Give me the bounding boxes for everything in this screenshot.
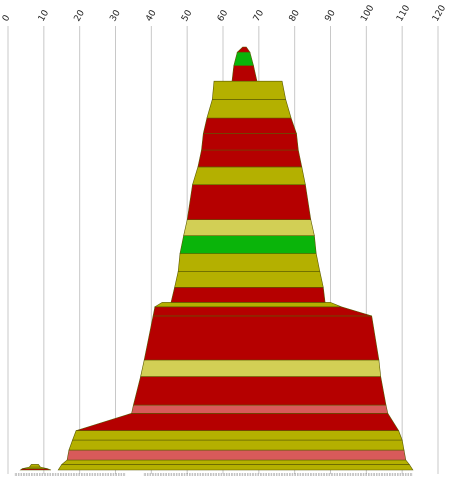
upper-tower-band [197,149,303,168]
upper-tower-band [206,99,292,119]
x-tick-label: 120 [431,3,448,23]
x-tick-label: 80 [288,8,303,23]
lower-trapezoid-band [72,430,403,441]
lower-trapezoid-band [133,376,387,406]
spire-band [236,46,251,53]
upper-tower-band [211,80,287,100]
lower-trapezoid-band [131,404,389,414]
lower-trapezoid-band [60,459,410,465]
x-tick-label: 90 [323,8,338,23]
x-tick-label: 50 [180,8,195,23]
lower-trapezoid-band [76,412,400,431]
upper-tower-band [179,235,317,254]
x-tick-label: 110 [395,3,412,23]
x-tick-label: 10 [37,8,52,23]
lower-trapezoid-band [66,449,407,461]
x-tick-label: 100 [359,3,376,23]
x-tick-label: 20 [73,8,88,23]
lower-trapezoid-band [68,439,405,451]
lower-trapezoid-band [143,315,380,361]
data-bands [19,46,414,471]
small-left-mound-band [28,464,41,468]
x-tick-label: 40 [144,8,159,23]
x-tick-label: 30 [108,8,123,23]
upper-tower-band [186,184,312,220]
upper-tower-band [183,219,315,236]
upper-tower-band [174,270,324,288]
upper-tower-band [170,286,326,303]
x-tick-label: 60 [216,8,231,23]
lower-trapezoid-band [140,359,382,377]
upper-tower-band [201,133,299,151]
upper-tower-band [192,166,306,185]
x-tick-label: 0 [1,13,13,23]
spire-band [231,65,258,82]
upper-tower-band [177,253,321,272]
bottom-strips [14,473,413,476]
lower-trapezoid-band [57,464,414,471]
x-tick-label: 70 [252,8,267,23]
upper-tower-band [202,117,297,134]
x-tick-labels: 0 10 20 30 40 50 60 70 80 90 100 110 120 [1,3,448,23]
lower-trapezoid-band [153,302,342,308]
lower-trapezoid-band [152,306,372,317]
spire-band [233,51,254,66]
